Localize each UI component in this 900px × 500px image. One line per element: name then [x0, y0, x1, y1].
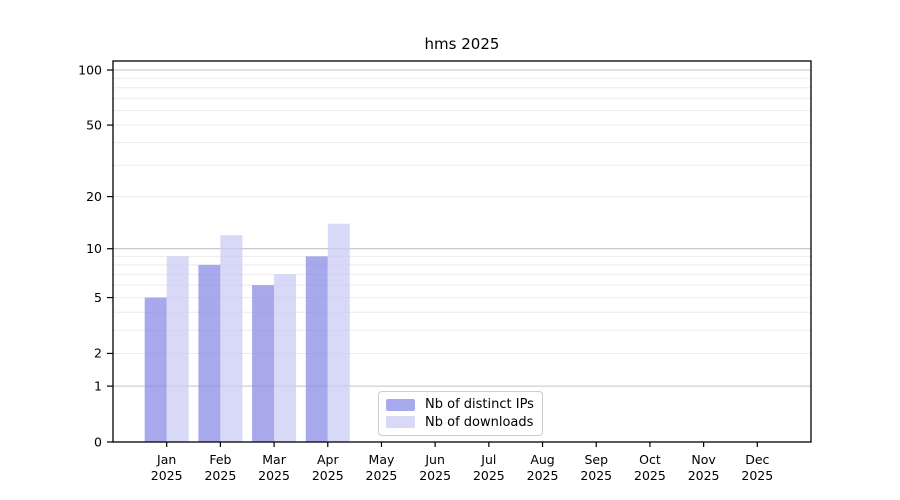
x-tick-label-year: 2025 — [741, 468, 773, 483]
x-tick-label-year: 2025 — [688, 468, 720, 483]
y-tick-label: 20 — [86, 189, 102, 204]
y-tick-label: 50 — [86, 117, 102, 132]
legend-item-downloads: Nb of downloads — [386, 414, 536, 431]
x-tick-label-year: 2025 — [151, 468, 183, 483]
x-tick-label-year: 2025 — [580, 468, 612, 483]
legend-label-downloads: Nb of downloads — [425, 414, 534, 430]
bar-apr-downloads — [327, 223, 350, 442]
x-tick-label-month: Feb — [209, 452, 231, 467]
y-tick-label: 2 — [94, 346, 102, 361]
bar-mar-distinct-ips — [252, 285, 275, 442]
x-tick-label-year: 2025 — [204, 468, 236, 483]
x-tick-label-month: Jul — [480, 452, 496, 467]
x-tick-label-year: 2025 — [312, 468, 344, 483]
legend-label-distinct-ips: Nb of distinct IPs — [425, 397, 534, 413]
x-tick-label-year: 2025 — [366, 468, 398, 483]
x-tick-label-month: Nov — [691, 452, 716, 467]
x-tick-label-month: Sep — [584, 452, 608, 467]
plot-border — [112, 60, 812, 443]
bar-apr-distinct-ips — [305, 256, 328, 442]
y-tick-label: 0 — [94, 434, 102, 449]
x-tick-label-month: Oct — [639, 452, 661, 467]
legend-item-distinct-ips: Nb of distinct IPs — [386, 396, 536, 413]
x-tick-label-month: May — [369, 452, 395, 467]
x-tick-label-month: Aug — [530, 452, 554, 467]
y-tick-label: 5 — [94, 290, 102, 305]
y-tick-label: 10 — [86, 241, 102, 256]
chart-title: hms 2025 — [424, 35, 500, 53]
bar-feb-distinct-ips — [198, 264, 221, 442]
x-tick-label-month: Apr — [317, 452, 339, 467]
x-tick-label-month: Mar — [262, 452, 286, 467]
x-tick-label-year: 2025 — [634, 468, 666, 483]
legend-swatch-downloads — [386, 416, 415, 429]
x-tick-label-month: Jan — [156, 452, 176, 467]
legend: Nb of distinct IPs Nb of downloads — [378, 391, 543, 436]
x-tick-label-month: Jun — [424, 452, 445, 467]
y-tick-label: 100 — [78, 62, 102, 77]
bar-jan-distinct-ips — [144, 297, 167, 442]
x-tick-label-year: 2025 — [473, 468, 505, 483]
legend-swatch-distinct-ips — [386, 398, 415, 411]
bar-feb-downloads — [220, 235, 243, 442]
x-tick-label-month: Dec — [745, 452, 769, 467]
x-tick-label-year: 2025 — [419, 468, 451, 483]
bar-mar-downloads — [274, 274, 297, 442]
y-tick-label: 1 — [94, 378, 102, 393]
bar-jan-downloads — [166, 256, 189, 442]
x-tick-label-year: 2025 — [258, 468, 290, 483]
x-tick-label-year: 2025 — [527, 468, 559, 483]
